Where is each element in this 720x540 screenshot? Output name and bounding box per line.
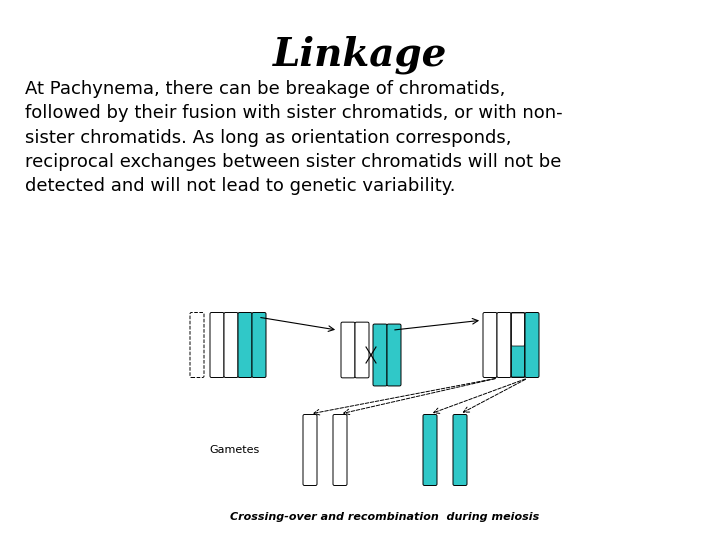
- FancyBboxPatch shape: [355, 322, 369, 378]
- FancyBboxPatch shape: [497, 313, 511, 377]
- FancyBboxPatch shape: [511, 344, 524, 377]
- FancyBboxPatch shape: [453, 415, 467, 485]
- FancyBboxPatch shape: [333, 415, 347, 485]
- FancyBboxPatch shape: [423, 415, 437, 485]
- FancyBboxPatch shape: [252, 313, 266, 377]
- FancyBboxPatch shape: [525, 313, 539, 377]
- FancyBboxPatch shape: [190, 313, 204, 377]
- FancyBboxPatch shape: [483, 313, 497, 377]
- FancyBboxPatch shape: [387, 324, 401, 386]
- FancyBboxPatch shape: [238, 313, 252, 377]
- Text: At Pachynema, there can be breakage of chromatids,
followed by their fusion with: At Pachynema, there can be breakage of c…: [25, 80, 562, 195]
- FancyBboxPatch shape: [511, 313, 524, 346]
- FancyBboxPatch shape: [303, 415, 317, 485]
- Text: Gametes: Gametes: [210, 445, 260, 455]
- FancyBboxPatch shape: [373, 324, 387, 386]
- FancyBboxPatch shape: [341, 322, 355, 378]
- FancyBboxPatch shape: [224, 313, 238, 377]
- Text: Linkage: Linkage: [273, 35, 447, 73]
- FancyBboxPatch shape: [210, 313, 224, 377]
- Text: Crossing-over and recombination  during meiosis: Crossing-over and recombination during m…: [230, 512, 539, 522]
